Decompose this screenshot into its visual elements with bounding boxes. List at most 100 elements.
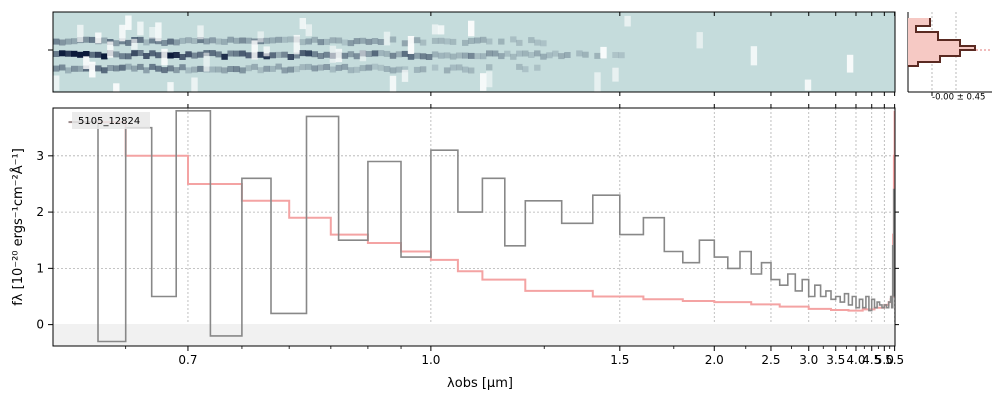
twod-pixel [287,66,294,73]
twod-pixel [95,32,102,44]
twod-pixel [383,66,391,72]
twod-pixel [317,53,324,59]
x-tick-label: 1.0 [421,353,440,367]
twod-pixel [419,39,427,46]
twod-pixel [143,53,150,59]
twod-pixel [534,64,541,71]
twod-pixel [263,53,270,60]
twod-pixel [269,37,276,44]
twod-pixel [197,37,204,44]
twod-pixel [552,50,559,57]
twod-pixel [341,63,349,70]
twod-pixel [83,56,90,70]
twod-pixel [95,51,102,58]
twod-pixel [329,37,337,44]
twod-pixel [119,38,126,45]
twod-pixel [245,65,252,72]
twod-pixel [131,65,138,72]
twod-pixel [413,52,421,59]
twod-pixel [275,36,282,43]
twod-pixel [299,50,306,57]
twod-pixel [425,54,433,60]
twod-pixel [89,61,96,78]
twod-pixel [179,37,186,44]
twod-pixel [275,51,282,58]
twod-pixel [125,63,132,70]
twod-pixel [101,67,108,74]
twod-pixel [227,36,234,43]
twod-pixel [239,37,246,44]
twod-pixel [173,39,180,46]
twod-pixel [419,53,427,60]
twod-pixel [696,32,703,49]
twod-pixel [456,52,463,59]
twod-pixel [59,50,66,57]
twod-pixel [293,66,300,73]
twod-pixel [203,38,210,45]
twod-pixel [516,50,523,57]
twod-pixel [299,64,306,71]
profile-panel: -0.00 ± 0.45 [907,12,992,103]
twod-pixel [89,36,96,43]
twod-pixel [305,24,312,37]
twod-pixel [77,51,84,58]
twod-pixel [618,52,625,59]
twod-pixel [474,37,481,44]
twod-pixel [149,63,156,70]
twod-pixel [203,52,210,72]
twod-pixel [299,39,306,46]
twod-pixel [462,39,469,46]
twod-pixel [480,53,487,60]
twod-pixel [53,75,60,91]
twod-pixel [95,65,102,72]
twod-pixel [612,67,619,82]
twod-pixel [389,36,397,43]
twod-pixel [449,53,457,60]
twod-pixel [221,67,228,74]
twod-pixel [311,65,318,72]
twod-pixel [257,31,264,43]
twod-pixel [53,51,60,57]
twod-pixel [155,65,162,72]
twod-pixel [77,65,84,72]
twod-pixel [468,67,475,74]
twod-pixel [209,50,216,57]
twod-pixel [137,50,144,56]
twod-pixel [612,52,619,58]
twod-pixel [281,67,288,74]
data-series-line [68,110,895,343]
twod-pixel [173,52,180,58]
twod-pixel [413,66,421,73]
twod-pixel [119,24,126,42]
twod-pixel [377,50,385,57]
twod-pixel [431,64,439,71]
twod-pixel [287,54,294,60]
twod-pixel [443,52,451,59]
twod-pixel [197,65,204,72]
twod-pixel [576,50,583,57]
twod-pixel [89,51,96,58]
twod-pixel [107,41,114,58]
twod-pixel [53,38,60,45]
twod-pixel [540,40,547,47]
twod-pixel [480,36,487,43]
twod-pixel [233,50,240,57]
twod-pixel [335,48,343,63]
twod-pixel [492,50,499,57]
twod-pixel [359,37,367,44]
twod-pixel [191,52,198,59]
twod-pixel [125,53,132,60]
twod-pixel [401,69,409,82]
x-tick-label: 2.0 [705,353,724,367]
twod-pixel [317,64,324,71]
twod-pixel [341,39,349,46]
twod-pixel [215,38,222,45]
x-tick-label: 5.5 [885,353,904,367]
twod-pixel [353,38,361,45]
twod-pixel [486,71,493,88]
twod-pixel [71,38,78,45]
twod-pixel [365,38,373,45]
twod-pixel [468,20,475,37]
twod-pixel [107,65,114,71]
twod-pixel [486,38,493,45]
